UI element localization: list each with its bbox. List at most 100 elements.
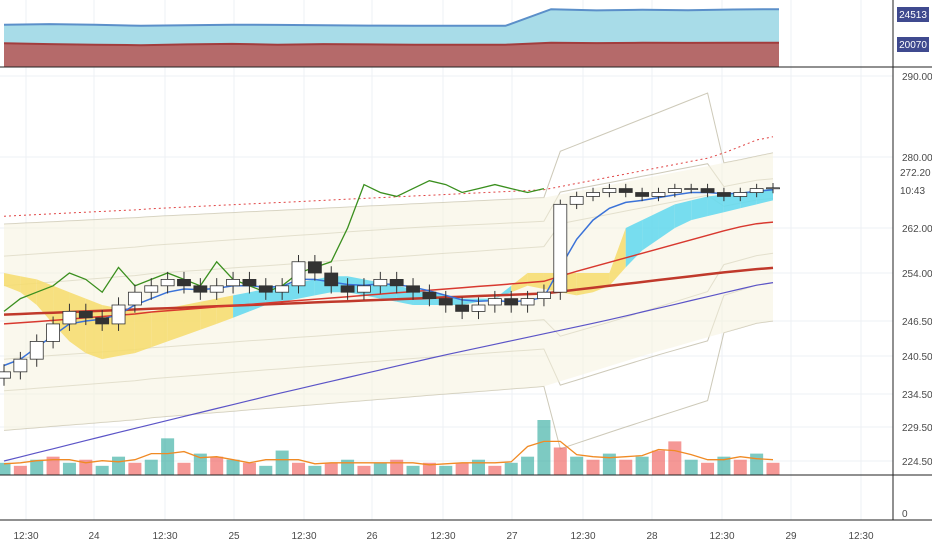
top-value-badge (897, 7, 929, 22)
candle-body (569, 196, 584, 205)
cloud-segment (134, 311, 152, 354)
x-tick-label: 25 (228, 531, 240, 542)
ema-fast-line (3, 188, 774, 367)
price-badge (896, 183, 932, 197)
volume-bar (586, 459, 600, 475)
cloud-segment (658, 204, 675, 240)
cloud-segment (494, 285, 512, 299)
volume-bar (210, 456, 224, 475)
cloud-segment (723, 192, 741, 213)
candle-body (373, 278, 388, 287)
volume-bar (521, 456, 535, 475)
volume-bar (79, 459, 93, 475)
candle-body (455, 304, 470, 312)
cloud-segment (151, 308, 168, 348)
y-tick-label: 262.00 (902, 224, 932, 235)
volume-bar (439, 465, 453, 475)
y-tick-label: 240.50 (902, 352, 932, 363)
candle-body (242, 278, 257, 287)
candle-body (324, 272, 339, 287)
y-tick-label: 254.00 (902, 269, 932, 280)
volume-bar (390, 459, 404, 475)
volume-bar (30, 459, 44, 475)
candle-body (438, 298, 453, 306)
volume-bar (177, 462, 191, 475)
candle-body (553, 203, 568, 293)
candle-body (78, 310, 93, 319)
candle-body (226, 278, 240, 287)
price-badge-label: 10:43 (900, 186, 925, 197)
candle-body (586, 192, 600, 197)
candle-body (537, 291, 551, 300)
cloud-segment (20, 276, 37, 305)
candle-body (733, 192, 748, 197)
cloud-segment (4, 273, 21, 293)
candle-body (127, 291, 142, 306)
volume-average-line (3, 440, 774, 466)
volume-bar (161, 438, 175, 475)
candle-body (717, 192, 731, 197)
x-tick-label: 27 (506, 531, 518, 542)
x-tick-label: 24 (88, 531, 100, 542)
price-badge (896, 165, 932, 179)
volume-bar (357, 465, 371, 475)
candle-body (749, 188, 764, 193)
x-tick-label: 12:30 (291, 531, 316, 542)
candle-body (29, 341, 44, 360)
cloud-segment (691, 196, 708, 221)
top-value-label: 20070 (899, 40, 927, 51)
volume-bar (717, 456, 731, 475)
top-line-lower (3, 41, 779, 47)
y-tick-label: 234.50 (902, 390, 932, 401)
cloud-segment (674, 200, 692, 228)
volume-bar (733, 459, 747, 475)
y-tick-label: 224.50 (902, 457, 932, 468)
x-tick-label: 12:30 (430, 531, 455, 542)
volume-bar (308, 465, 322, 475)
candle-body (700, 188, 715, 193)
volume-bar (635, 456, 649, 475)
x-tick-label: 12:30 (848, 531, 873, 542)
cloud-segment (183, 301, 201, 336)
volume-bar (13, 465, 27, 475)
candle-body (667, 188, 682, 193)
candle-body (46, 323, 60, 342)
x-tick-label: 29 (785, 531, 797, 542)
volume-bar (0, 462, 11, 475)
volume-bar (553, 447, 567, 475)
volume-bar (471, 459, 485, 475)
candle-body (307, 261, 322, 274)
candle-body (258, 285, 273, 293)
volume-bar (373, 462, 387, 475)
candle-body (389, 278, 404, 287)
cloud-segment (216, 295, 234, 324)
volume-bar (341, 459, 355, 475)
cloud-segment (625, 220, 643, 268)
x-tick-label: 26 (366, 531, 378, 542)
y-tick-label: 246.50 (902, 317, 932, 328)
volume-bar (128, 462, 142, 475)
candle-body (635, 192, 650, 197)
trend-line-low (3, 282, 774, 462)
top-value-badge (897, 37, 929, 52)
candle-body (357, 285, 371, 293)
candle-body (144, 285, 159, 293)
bottom-panel-tick: 0 (902, 509, 908, 520)
candle-body (160, 278, 175, 287)
candle-body (193, 285, 208, 293)
x-tick-label: 12:30 (570, 531, 595, 542)
candle-body (209, 285, 224, 293)
candle-body (95, 317, 110, 325)
top-area-lower (4, 42, 779, 67)
volume-bar (242, 462, 256, 475)
candle-body (520, 298, 535, 306)
volume-bar (422, 462, 436, 475)
volume-bar (46, 456, 60, 475)
price-badge-label: 272.20 (900, 168, 931, 179)
cloud-segment (380, 282, 397, 302)
cloud-segment (527, 273, 544, 289)
candle-body (504, 298, 519, 306)
cloud-segment (576, 273, 594, 296)
candle-body (177, 278, 191, 287)
